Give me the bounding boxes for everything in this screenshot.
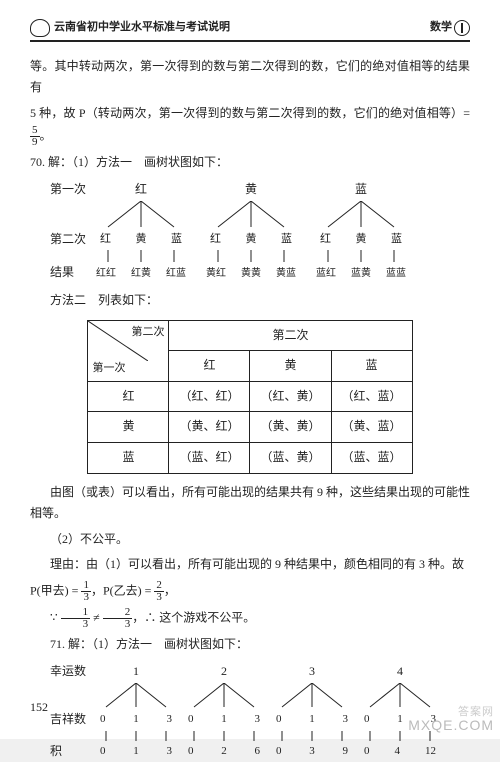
tree-top: 蓝	[316, 179, 406, 201]
table-row: 黄（黄、红）（黄、黄）（黄、蓝）	[88, 412, 412, 443]
conclusion-2: （2）不公平。	[30, 529, 470, 551]
stem-icon	[96, 731, 176, 741]
stem-icon	[272, 731, 352, 741]
header-right: 数学	[430, 18, 470, 38]
tree-label-3: 结果	[50, 262, 90, 284]
intro-text: 等。其中转动两次，第一次得到的数与第二次得到的数，它们的绝对值相等的结果有	[30, 56, 470, 99]
method2-label: 方法二 列表如下：	[50, 290, 470, 312]
probability-line: P(甲去) = 13，P(乙去) = 23，	[30, 580, 470, 603]
conclusion-1: 由图（或表）可以看出，所有可能出现的结果共有 9 种，这些结果出现的可能性相等。	[30, 482, 470, 525]
branch-icon	[316, 201, 406, 229]
branch-icon	[272, 683, 352, 709]
header-title: 云南省初中学业水平标准与考试说明	[54, 18, 230, 38]
page-number: 152	[30, 697, 48, 719]
tree-diagram-70: 第一次 红 黄 蓝 第二次	[50, 179, 470, 284]
header-subject: 数学	[430, 18, 452, 38]
tree-diagram-71: 幸运数 1234 吉祥数 013 013 013 013	[50, 661, 470, 762]
jixiang-label: 吉祥数	[50, 709, 90, 731]
tree-top: 黄	[206, 179, 296, 201]
inequality-line: ∵ 13 ≠ 23，∴ 这个游戏不公平。	[30, 607, 470, 630]
headphone-icon	[30, 19, 50, 37]
product-label: 积	[50, 741, 90, 762]
branch-icon	[206, 201, 296, 229]
stem-icon	[206, 250, 296, 262]
header-left: 云南省初中学业水平标准与考试说明	[30, 18, 230, 38]
lucky-label: 幸运数	[50, 661, 90, 683]
branch-icon	[184, 683, 264, 709]
color-table: 第二次 第一次 第二次 红黄蓝 红（红、红）（红、黄）（红、蓝） 黄（黄、红）（…	[87, 320, 412, 474]
table-row: 红（红、红）（红、黄）（红、蓝）	[88, 381, 412, 412]
branch-icon	[96, 201, 186, 229]
tree-top: 红	[96, 179, 186, 201]
table-row: 蓝（蓝、红）（蓝、黄）（蓝、蓝）	[88, 442, 412, 473]
stem-icon	[316, 250, 406, 262]
subject-icon	[454, 20, 470, 36]
branch-icon	[96, 683, 176, 709]
watermark: 答案网 MXQE.COM	[408, 706, 494, 733]
stem-icon	[184, 731, 264, 741]
stem-icon	[96, 250, 186, 262]
tree-label-2: 第二次	[50, 229, 90, 251]
q70-heading: 70. 解：（1）方法一 画树状图如下：	[30, 152, 470, 174]
tree-label-1: 第一次	[50, 179, 90, 201]
q71-heading: 71. 解：（1）方法一 画树状图如下：	[30, 634, 470, 656]
reason-line: 理由：由（1）可以看出，所有可能出现的 9 种结果中，颜色相同的有 3 种。故	[30, 554, 470, 576]
intro-text-2: 5 种，故 P（转动两次，第一次得到的数与第二次得到的数，它们的绝对值相等）= …	[30, 103, 470, 148]
